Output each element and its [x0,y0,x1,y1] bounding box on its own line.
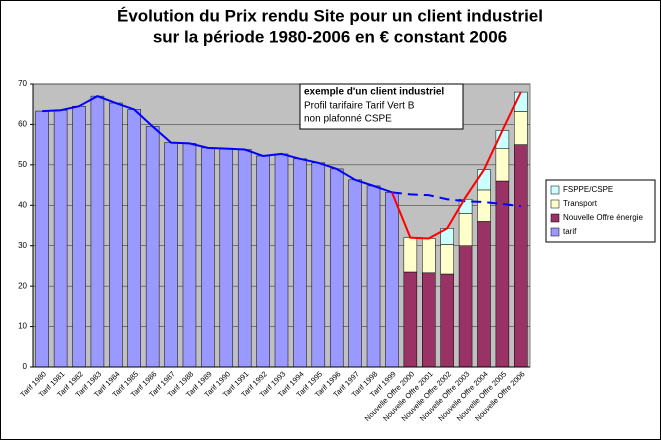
bar [145,126,160,368]
chart-title: sur la période 1980-2006 en € constant 2… [153,27,507,46]
legend-swatch [550,185,560,195]
bar [495,148,510,182]
bar [385,192,399,368]
bar [514,111,528,145]
annotation-box [299,83,464,130]
y-tick-label: 0 [23,362,28,371]
bar [458,213,473,246]
legend-label: tarif [563,227,577,236]
annotation-text: non plafonné CSPE [304,114,392,125]
bar [72,105,86,368]
bar [514,144,528,368]
bar [127,109,141,368]
bar [477,221,491,368]
bar [164,142,178,368]
bar [53,110,68,368]
line [391,191,521,208]
bar [182,143,197,368]
bar [237,149,252,368]
legend-swatch [550,199,560,209]
y-tick-label: 10 [18,322,27,331]
bar [329,168,344,368]
bar [403,271,418,368]
bar [440,244,454,275]
bar [477,169,491,191]
chart-title: Évolution du Prix rendu Site pour un cli… [117,6,543,25]
y-tick-label: 50 [18,160,27,169]
annotation-text: Profil tarifaire Tarif Vert B [304,101,415,112]
bar [35,110,49,368]
legend-label: Nouvelle Offre énergie [563,213,643,222]
y-tick-label: 60 [18,120,27,129]
bar [495,180,510,368]
bar [440,273,454,368]
y-tick-label: 70 [18,79,27,88]
bar [274,153,289,368]
annotation: exemple d'un client industriel Profil tar… [299,83,464,130]
bar [422,272,436,368]
line [42,95,393,194]
bar [219,148,234,368]
bar [109,102,123,368]
legend-box [545,179,656,243]
bar [477,189,491,222]
bar [348,179,362,368]
legend-swatch [550,213,560,223]
legend-label: FSPPE/CSPE [563,185,613,194]
y-tick-label: 40 [18,200,27,209]
bar [256,155,270,368]
bar [366,185,381,368]
annotation-title: exemple d'un client industriel [304,87,444,98]
legend-label: Transport [563,199,598,208]
legend-swatch [550,227,560,237]
line [391,91,522,240]
bar [311,162,326,368]
y-tick-label: 30 [18,241,27,250]
bar [458,245,473,368]
bar [403,237,418,273]
legend: FSPPE/CSPE Transport Nouvelle Offre énergi… [545,179,656,243]
bar [293,158,307,368]
bar [201,147,215,368]
bar [90,95,105,368]
bar [422,238,436,274]
y-tick-label: 20 [18,281,27,290]
